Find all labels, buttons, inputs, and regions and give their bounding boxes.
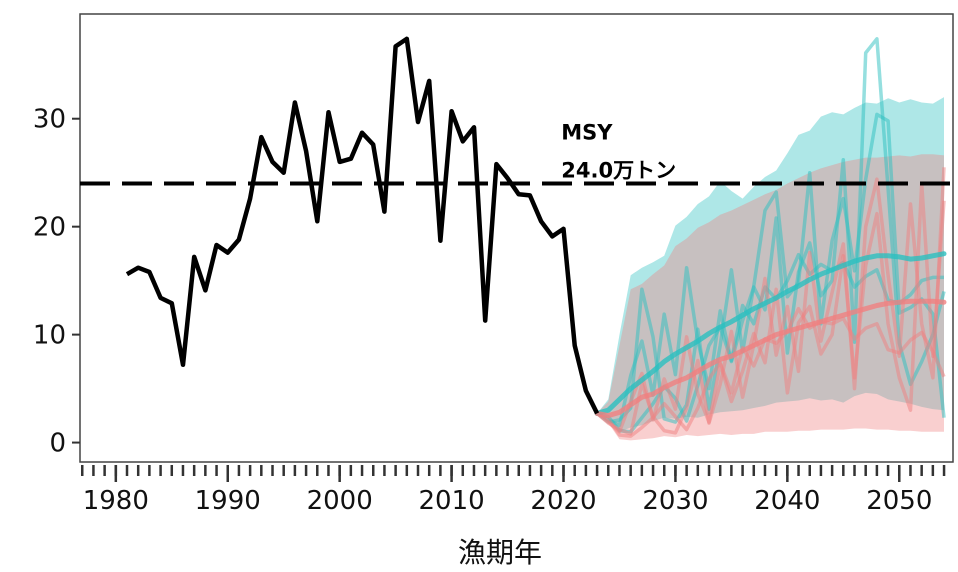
msy-value-label: 24.0万トン [561,158,676,182]
y-tick-label: 0 [49,429,66,459]
x-tick-label: 2000 [307,486,373,516]
projection-1-trace-2 [596,37,946,428]
x-tick-label: 2050 [866,486,932,516]
y-tick-label: 30 [33,105,66,135]
x-tick-label: 1990 [195,486,261,516]
projection-2-trace-3 [596,306,946,438]
x-tick-label: 2030 [642,486,708,516]
y-tick-label: 20 [33,213,66,243]
y-tick-label: 10 [33,321,66,351]
projection-medians [594,251,947,419]
x-tick-label: 2040 [754,486,820,516]
x-tick-label: 2020 [530,486,596,516]
historical-line [125,36,600,415]
msy-label: MSY [561,120,613,144]
x-tick-label: 2010 [418,486,484,516]
x-axis-title: 漁期年 [458,536,542,568]
msy-reference: MSY 24.0万トン [80,120,953,186]
historical-series [125,36,600,415]
plot-panel [79,13,954,463]
projection-1-trace-1 [596,112,946,424]
projection-1-median-line [594,251,947,416]
x-tick-label: 1980 [83,486,149,516]
projection-2-median-line [594,298,947,419]
